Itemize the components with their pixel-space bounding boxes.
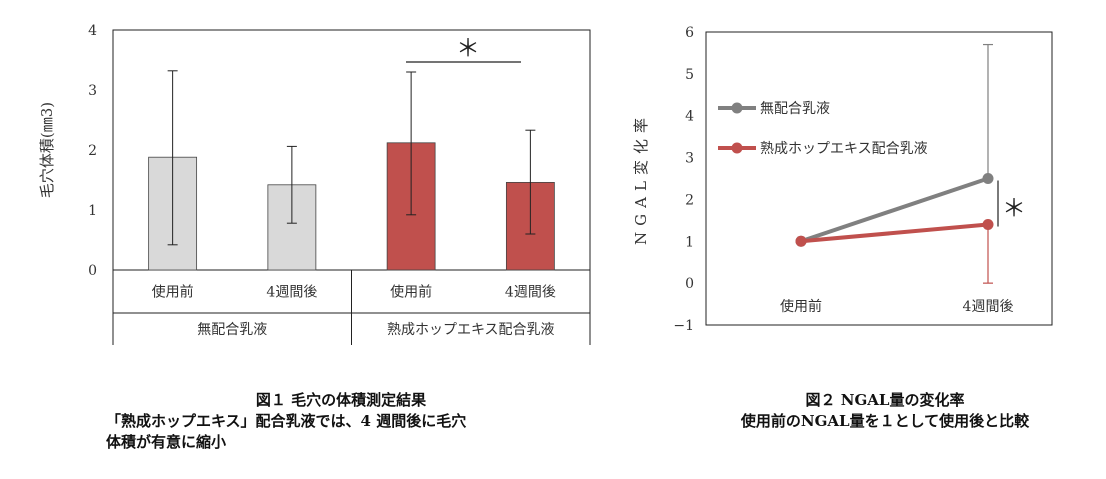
figure2-caption-title: 図２ NGAL量の変化率	[805, 391, 965, 409]
significance-marker: ＊	[1002, 194, 1026, 222]
x-category-label: 使用前	[780, 298, 822, 315]
y-tick-label: −1	[673, 318, 694, 334]
y-axis-label: NGAL変化率	[632, 112, 650, 245]
figure1-caption-line2: 体積が有意に縮小	[106, 433, 227, 451]
x-category-label: 使用前	[152, 284, 194, 301]
series-line	[800, 176, 989, 244]
y-tick-label: 1	[685, 234, 694, 250]
data-point	[982, 173, 994, 184]
x-category-label: 4週間後	[266, 285, 317, 301]
y-tick-label: 6	[685, 25, 694, 41]
figure1-caption-line1: 「熟成ホップエキス」配合乳液では、4 週間後に毛穴	[106, 412, 467, 430]
y-tick-label: 2	[88, 143, 97, 159]
x-category-label: 使用前	[390, 284, 432, 301]
data-point	[982, 219, 994, 231]
y-tick-label: 3	[685, 151, 694, 167]
figure2-caption: 図２ NGAL量の変化率 使用前のNGAL量を１として使用後と比較	[680, 390, 1090, 432]
significance-marker: ＊	[456, 34, 480, 62]
x-category-label: 4週間後	[505, 285, 556, 301]
data-point	[795, 235, 807, 247]
y-tick-label: 2	[685, 192, 694, 208]
legend-swatch-marker	[731, 142, 743, 154]
figure1-caption: 図１ 毛穴の体積測定結果 「熟成ホップエキス」配合乳液では、4 週間後に毛穴 体…	[106, 390, 576, 453]
legend-label: 無配合乳液	[760, 101, 830, 117]
y-tick-label: 0	[88, 263, 97, 279]
figure1-caption-title: 図１ 毛穴の体積測定結果	[255, 391, 427, 409]
y-tick-label: 4	[88, 23, 97, 39]
y-tick-label: 5	[685, 67, 694, 83]
x-group-label: 無配合乳液	[197, 322, 267, 338]
x-category-label: 4週間後	[963, 299, 1014, 315]
x-group-label: 熟成ホップエキス配合乳液	[387, 322, 555, 338]
legend-swatch-marker	[731, 102, 743, 114]
series-line	[800, 222, 989, 244]
y-tick-label: 3	[88, 83, 97, 99]
y-tick-label: 0	[685, 276, 694, 292]
y-tick-label: 4	[685, 109, 694, 125]
y-axis-label: 毛穴体積(㎜3)	[38, 102, 56, 198]
plot-frame	[705, 31, 1053, 326]
y-tick-label: 1	[88, 203, 97, 219]
legend-label: 熟成ホップエキス配合乳液	[760, 141, 928, 157]
figure2-caption-line1: 使用前のNGAL量を１として使用後と比較	[740, 412, 1030, 430]
